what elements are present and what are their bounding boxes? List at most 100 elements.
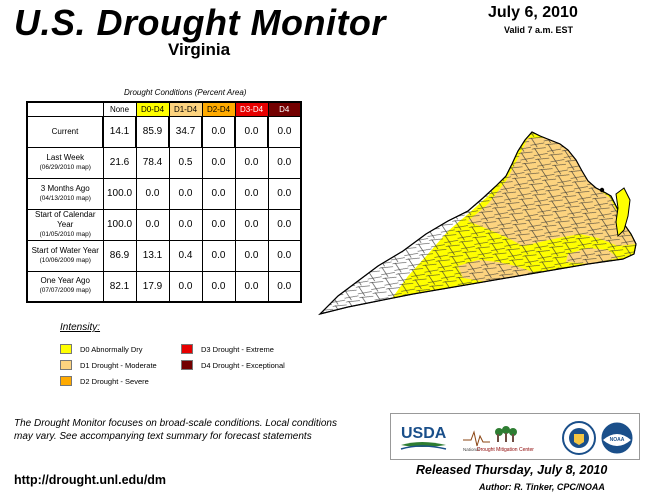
table-cell: 0.0 [201,270,236,303]
ndmc-prefix: National [463,447,480,452]
doc-seal-icon [562,421,596,455]
legend-swatch [60,344,72,354]
table-cell: 0.0 [267,208,302,241]
map-date: July 6, 2010 [488,4,578,21]
table-cell: 82.1 [102,270,137,303]
table-cell: 0.0 [168,270,203,303]
table-row: One Year Ago (07/07/2009 map) 82.1 17.9 0.0 0… [26,270,302,303]
legend-label: D2 Drought - Severe [80,376,149,386]
table-cell: 78.4 [135,146,170,179]
table-cell: 13.1 [135,239,170,272]
row-label-main: Start of Calendar Year [35,209,96,229]
table-row: Start of Water Year (10/06/2009 map) 86.9 1… [26,239,302,272]
legend-swatch [181,360,193,370]
virginia-drought-map [318,131,637,316]
table-cell: 85.9 [135,115,170,148]
legend-swatch [60,376,72,386]
table-row: Current 14.1 85.9 34.7 0.0 0.0 0.0 [26,115,302,148]
row-label-date: (04/13/2010 map) [39,194,91,202]
state-name: Virginia [168,40,231,59]
row-label: Current [26,115,104,148]
agency-logos: USDA National Drought Mitigation Center [390,413,640,460]
table-cell: 21.6 [102,146,137,179]
legend-item-d2: D2 Drought - Severe [60,376,149,386]
usda-logo-text: USDA [401,425,447,442]
table-cell: 0.5 [168,146,203,179]
logos-graphic: USDA National Drought Mitigation Center [400,421,634,455]
table-cell: 17.9 [135,270,170,303]
release-date: Released Thursday, July 8, 2010 [416,463,608,477]
conditions-table-title: Drought Conditions (Percent Area) [124,88,247,97]
table-cell: 0.0 [267,270,302,303]
row-label-date: (10/06/2009 map) [39,256,91,264]
table-cell: 0.0 [201,239,236,272]
table-cell: 0.0 [234,177,269,210]
row-label-main: 3 Months Ago [40,183,90,193]
legend-swatch [181,344,193,354]
row-label: 3 Months Ago (04/13/2010 map) [26,177,104,210]
table-cell: 0.0 [234,239,269,272]
legend-swatch [60,360,72,370]
legend-item-d3: D3 Drought - Extreme [181,344,274,354]
row-label-date: (07/07/2009 map) [39,287,91,295]
valid-time: Valid 7 a.m. EST [504,25,574,35]
table-cell: 0.0 [168,208,203,241]
column-header: D1-D4 [168,101,203,117]
table-cell: 0.0 [267,115,302,148]
island-marker [599,187,605,193]
tree-icon [495,426,517,442]
table-cell: 34.7 [168,115,203,148]
table-row: 3 Months Ago (04/13/2010 map) 100.0 0.0 0.0 0… [26,177,302,210]
legend-item-d4: D4 Drought - Exceptional [181,360,285,370]
column-header: D0-D4 [135,101,170,117]
table-cell: 0.0 [201,115,236,148]
map-region-eastern-shore [615,187,631,238]
table-cell: 0.0 [201,146,236,179]
state-outline [318,131,637,316]
legend-item-d1: D1 Drought - Moderate [60,360,157,370]
table-header-blank [27,102,103,116]
legend-item-d0: D0 Abnormally Dry [60,344,143,354]
column-header: D3-D4 [234,101,269,117]
row-label: Start of Calendar Year (01/05/2010 map) [26,208,104,241]
table-cell: 0.0 [135,177,170,210]
legend-label: D3 Drought - Extreme [201,344,274,354]
disclaimer-text: The Drought Monitor focuses on broad-sca… [14,418,337,442]
ndmc-name: Drought Mitigation Center [477,447,534,453]
table-cell: 0.0 [267,239,302,272]
column-header: D2-D4 [201,101,236,117]
table-cell: 0.0 [234,270,269,303]
row-label-main: Last Week [46,152,85,162]
table-cell: 86.9 [102,239,137,272]
legend-label: D0 Abnormally Dry [80,344,143,354]
table-cell: 100.0 [102,177,137,210]
table-cell: 100.0 [102,208,137,241]
legend-label: D1 Drought - Moderate [80,360,157,370]
table-cell: 14.1 [102,115,137,148]
row-label: Last Week (06/29/2010 map) [26,146,104,179]
row-label-main: One Year Ago [40,276,90,286]
table-cell: 0.0 [234,146,269,179]
usda-logo: USDA [400,425,447,450]
table-cell: 0.4 [168,239,203,272]
row-label-date: (06/29/2010 map) [39,163,91,171]
row-label: One Year Ago (07/07/2009 map) [26,270,104,303]
row-label-main: Current [51,126,79,136]
page-title: U.S. Drought Monitor [14,2,386,43]
table-cell: 0.0 [267,177,302,210]
noaa-logo: NOAA [600,421,634,455]
table-cell: 0.0 [234,208,269,241]
table-cell: 0.0 [267,146,302,179]
legend-label: D4 Drought - Exceptional [201,360,285,370]
legend-title: Intensity: [60,322,101,333]
table-cell: 0.0 [135,208,170,241]
website-link[interactable]: http://drought.unl.edu/dm [14,473,167,487]
table-header-row: None D0-D4 D1-D4 D2-D4 D3-D4 D4 [27,101,302,117]
author-credit: Author: R. Tinker, CPC/NOAA [479,482,605,492]
table-cell: 0.0 [168,177,203,210]
column-header: D4 [267,101,302,117]
table-cell: 0.0 [201,177,236,210]
table-cell: 0.0 [234,115,269,148]
row-label: Start of Water Year (10/06/2009 map) [26,239,104,272]
county-lines [320,132,636,314]
